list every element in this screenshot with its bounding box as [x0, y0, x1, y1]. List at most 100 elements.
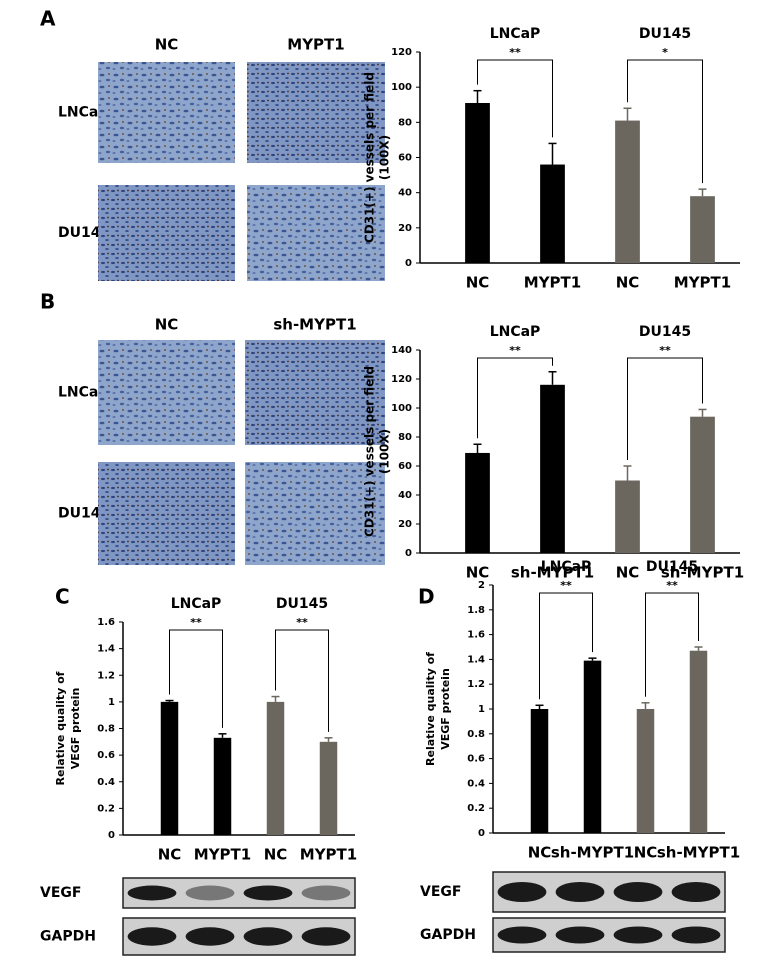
- blot-band: [613, 926, 663, 944]
- y-tick-label: 80: [398, 117, 412, 128]
- row-label: DU145: [58, 225, 110, 241]
- group-label: DU145: [639, 324, 691, 340]
- blot-label: GAPDH: [420, 927, 476, 943]
- y-tick-label: 0: [405, 258, 412, 269]
- y-tick-label: 0.8: [467, 729, 485, 740]
- significance-bracket: [477, 59, 553, 138]
- x-tick-label: NC: [528, 844, 552, 862]
- bar: [160, 701, 179, 835]
- significance-label: **: [190, 616, 202, 629]
- y-tick-label: 0.6: [467, 754, 485, 765]
- blot-band: [127, 885, 177, 901]
- y-axis-label: Relative quality of: [424, 652, 437, 766]
- blot-band: [127, 927, 177, 946]
- group-label: LNCaP: [171, 596, 222, 612]
- y-tick-label: 140: [391, 345, 412, 356]
- x-tick-label: MYPT1: [194, 846, 251, 864]
- x-tick-label: sh-MYPT1: [551, 844, 634, 862]
- blot-band: [185, 927, 235, 946]
- x-tick-label: sh-MYPT1: [657, 844, 740, 862]
- y-axis-label: (100X): [378, 429, 392, 474]
- significance-bracket: [627, 59, 703, 184]
- significance-bracket: [477, 357, 553, 439]
- panel-letter: C: [55, 585, 70, 609]
- bar: [615, 480, 640, 553]
- y-tick-label: 1.6: [97, 617, 115, 628]
- column-label: NC: [155, 316, 179, 334]
- y-tick-label: 20: [398, 223, 412, 234]
- micrograph: [98, 340, 235, 445]
- bar: [319, 741, 338, 835]
- y-tick-label: 20: [398, 519, 412, 530]
- bar: [583, 660, 602, 833]
- y-tick-label: 1.4: [97, 644, 115, 655]
- bar: [636, 709, 655, 833]
- y-axis-label: CD31(+) vessels per field: [363, 72, 377, 243]
- blot-label: VEGF: [40, 885, 81, 901]
- y-tick-label: 0.2: [467, 803, 485, 814]
- blot-band: [613, 882, 663, 902]
- x-tick-label: NC: [466, 274, 490, 292]
- group-label: DU145: [276, 596, 328, 612]
- blot-band: [301, 885, 351, 901]
- x-tick-label: NC: [616, 274, 640, 292]
- group-label: LNCaP: [490, 26, 541, 42]
- y-tick-label: 100: [391, 403, 412, 414]
- row-label: LNCaP: [58, 105, 109, 121]
- y-tick-label: 0: [478, 828, 485, 839]
- y-axis-label: VEGF protein: [69, 688, 82, 770]
- significance-label: **: [296, 616, 308, 629]
- blot-label: VEGF: [420, 884, 461, 900]
- bar: [465, 102, 490, 263]
- y-axis-label: (100X): [378, 135, 392, 180]
- blot-band: [243, 927, 293, 946]
- y-tick-label: 0: [108, 830, 115, 841]
- y-axis-label: VEGF protein: [439, 668, 452, 750]
- x-tick-label: MYPT1: [524, 274, 581, 292]
- y-tick-label: 1.4: [467, 654, 485, 665]
- panel-letter: B: [40, 290, 55, 314]
- bar: [540, 164, 565, 263]
- panel-letter: D: [418, 585, 435, 609]
- micrograph: [245, 462, 385, 565]
- x-tick-label: sh-MYPT1: [661, 564, 744, 582]
- significance-bracket: [275, 629, 329, 732]
- y-tick-label: 120: [391, 47, 412, 58]
- blot-band: [497, 882, 547, 902]
- y-tick-label: 80: [398, 432, 412, 443]
- significance-label: *: [662, 46, 668, 59]
- blot-band: [555, 926, 605, 944]
- blot-band: [497, 926, 547, 944]
- significance-bracket: [169, 629, 223, 728]
- y-tick-label: 40: [398, 188, 412, 199]
- y-tick-label: 1.6: [467, 630, 485, 641]
- micrograph: [247, 62, 385, 163]
- bar: [540, 384, 565, 553]
- blot-band: [185, 885, 235, 901]
- significance-label: **: [659, 344, 671, 357]
- y-axis-label: CD31(+) vessels per field: [363, 366, 377, 537]
- y-tick-label: 1.2: [97, 670, 115, 681]
- x-tick-label: NC: [158, 846, 182, 864]
- group-label: LNCaP: [490, 324, 541, 340]
- y-tick-label: 2: [478, 580, 485, 591]
- blot-band: [671, 926, 721, 944]
- micrograph: [98, 462, 235, 565]
- x-tick-label: NC: [466, 564, 490, 582]
- x-tick-label: NC: [616, 564, 640, 582]
- blot-band: [555, 882, 605, 902]
- row-label: DU145: [58, 506, 110, 522]
- y-tick-label: 1: [108, 697, 115, 708]
- micrograph: [247, 185, 385, 281]
- y-tick-label: 120: [391, 374, 412, 385]
- significance-label: **: [666, 579, 678, 592]
- blot-band: [301, 927, 351, 946]
- group-label: LNCaP: [541, 559, 592, 575]
- micrograph: [245, 340, 385, 445]
- y-tick-label: 0.8: [97, 724, 115, 735]
- micrograph: [98, 185, 235, 281]
- panel-letter: A: [40, 7, 56, 31]
- y-tick-label: 0.4: [97, 777, 115, 788]
- y-tick-label: 0.4: [467, 778, 485, 789]
- significance-label: **: [509, 344, 521, 357]
